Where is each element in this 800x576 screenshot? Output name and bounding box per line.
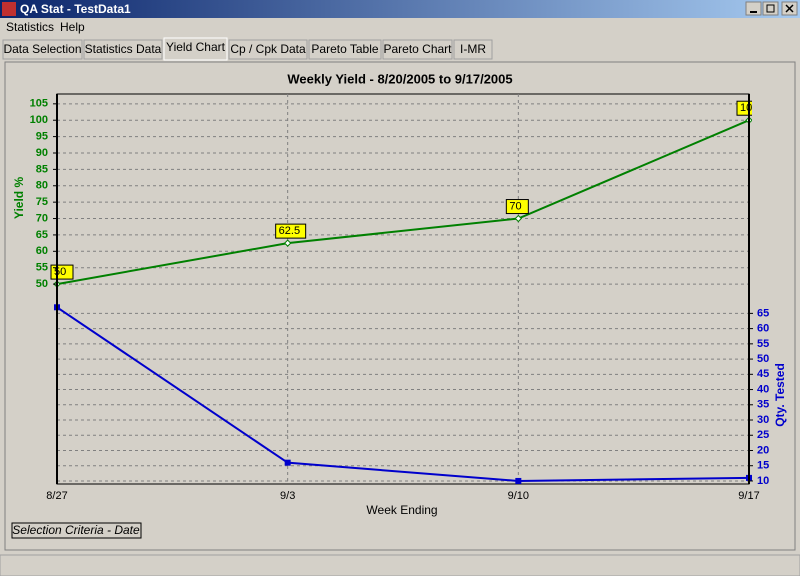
y-tick-label: 70 [36,212,48,224]
series-line [56,306,750,482]
chart-panel [4,61,796,551]
y-tick-label: 55 [36,262,48,274]
x-tick-label: 8/27 [46,490,67,502]
value-label-box [275,223,307,239]
status-bar [0,554,800,576]
annotation-box [11,522,142,539]
value-label: 62.5 [279,225,300,237]
tab[interactable] [2,39,83,60]
menu-item[interactable]: Statistics [6,20,54,34]
y2-tick-label: 65 [757,307,769,319]
tab-label[interactable]: Yield Chart [166,40,226,54]
y2-tick-label: 40 [757,383,769,395]
y-tick-label: 85 [36,163,48,175]
y-tick-label: 80 [36,180,48,192]
value-label: 70 [509,200,521,212]
y2-tick-label: 55 [757,338,769,350]
y-tick-label: 75 [36,196,48,208]
title-bar [0,0,800,18]
y2-tick-label: 15 [757,460,769,472]
menu-item[interactable]: Help [60,20,85,34]
window-buttons [745,1,798,16]
tab-label[interactable]: Data Selection [3,42,81,56]
y2-tick-label: 30 [757,414,769,426]
y-tick-label: 65 [36,229,48,241]
y2-tick-label: 50 [757,353,769,365]
x-tick-label: 9/17 [738,490,759,502]
tab-label[interactable]: Pareto Table [311,42,378,56]
y2-tick-label: 60 [757,323,769,335]
annotation: Selection Criteria - Date [12,523,140,537]
y-tick-label: 105 [30,98,48,110]
x-tick-label: 9/3 [280,490,295,502]
tab[interactable] [228,39,308,60]
y2-tick-label: 45 [757,368,769,380]
tab[interactable] [163,37,228,61]
y2-tick-label: 10 [757,475,769,487]
y-tick-label: 100 [30,114,48,126]
x-axis-label: Week Ending [366,503,437,517]
y-tick-label: 95 [36,131,48,143]
x-tick-label: 9/10 [508,490,529,502]
point [515,477,522,484]
minimize-button[interactable] [745,1,762,16]
point [283,239,292,247]
tab[interactable] [382,39,453,60]
tab-label[interactable]: Pareto Chart [383,42,452,56]
series-line [56,119,750,286]
y2-axis-label: Qty. Tested [773,363,787,427]
point [514,214,523,223]
y2-tick-label: 20 [757,444,769,456]
y-axis-label: Yield % [12,177,26,220]
app-icon [2,2,16,16]
y2-tick-label: 35 [757,399,769,411]
tab[interactable] [453,39,493,60]
tab[interactable] [308,39,382,60]
y-tick-label: 90 [36,147,48,159]
window-title: QA Stat - TestData1 [20,2,131,16]
y2-tick-label: 25 [757,429,769,441]
tab-label[interactable]: Statistics Data [85,42,162,56]
chart-title: Weekly Yield - 8/20/2005 to 9/17/2005 [287,71,512,86]
tab[interactable] [83,39,163,60]
tab-label[interactable]: I-MR [460,42,486,56]
point [284,459,291,466]
tab-label[interactable]: Cp / Cpk Data [230,42,306,56]
value-label-box [505,199,529,215]
restore-button[interactable] [762,1,779,16]
y-tick-label: 50 [36,278,48,290]
y-tick-label: 60 [36,245,48,257]
